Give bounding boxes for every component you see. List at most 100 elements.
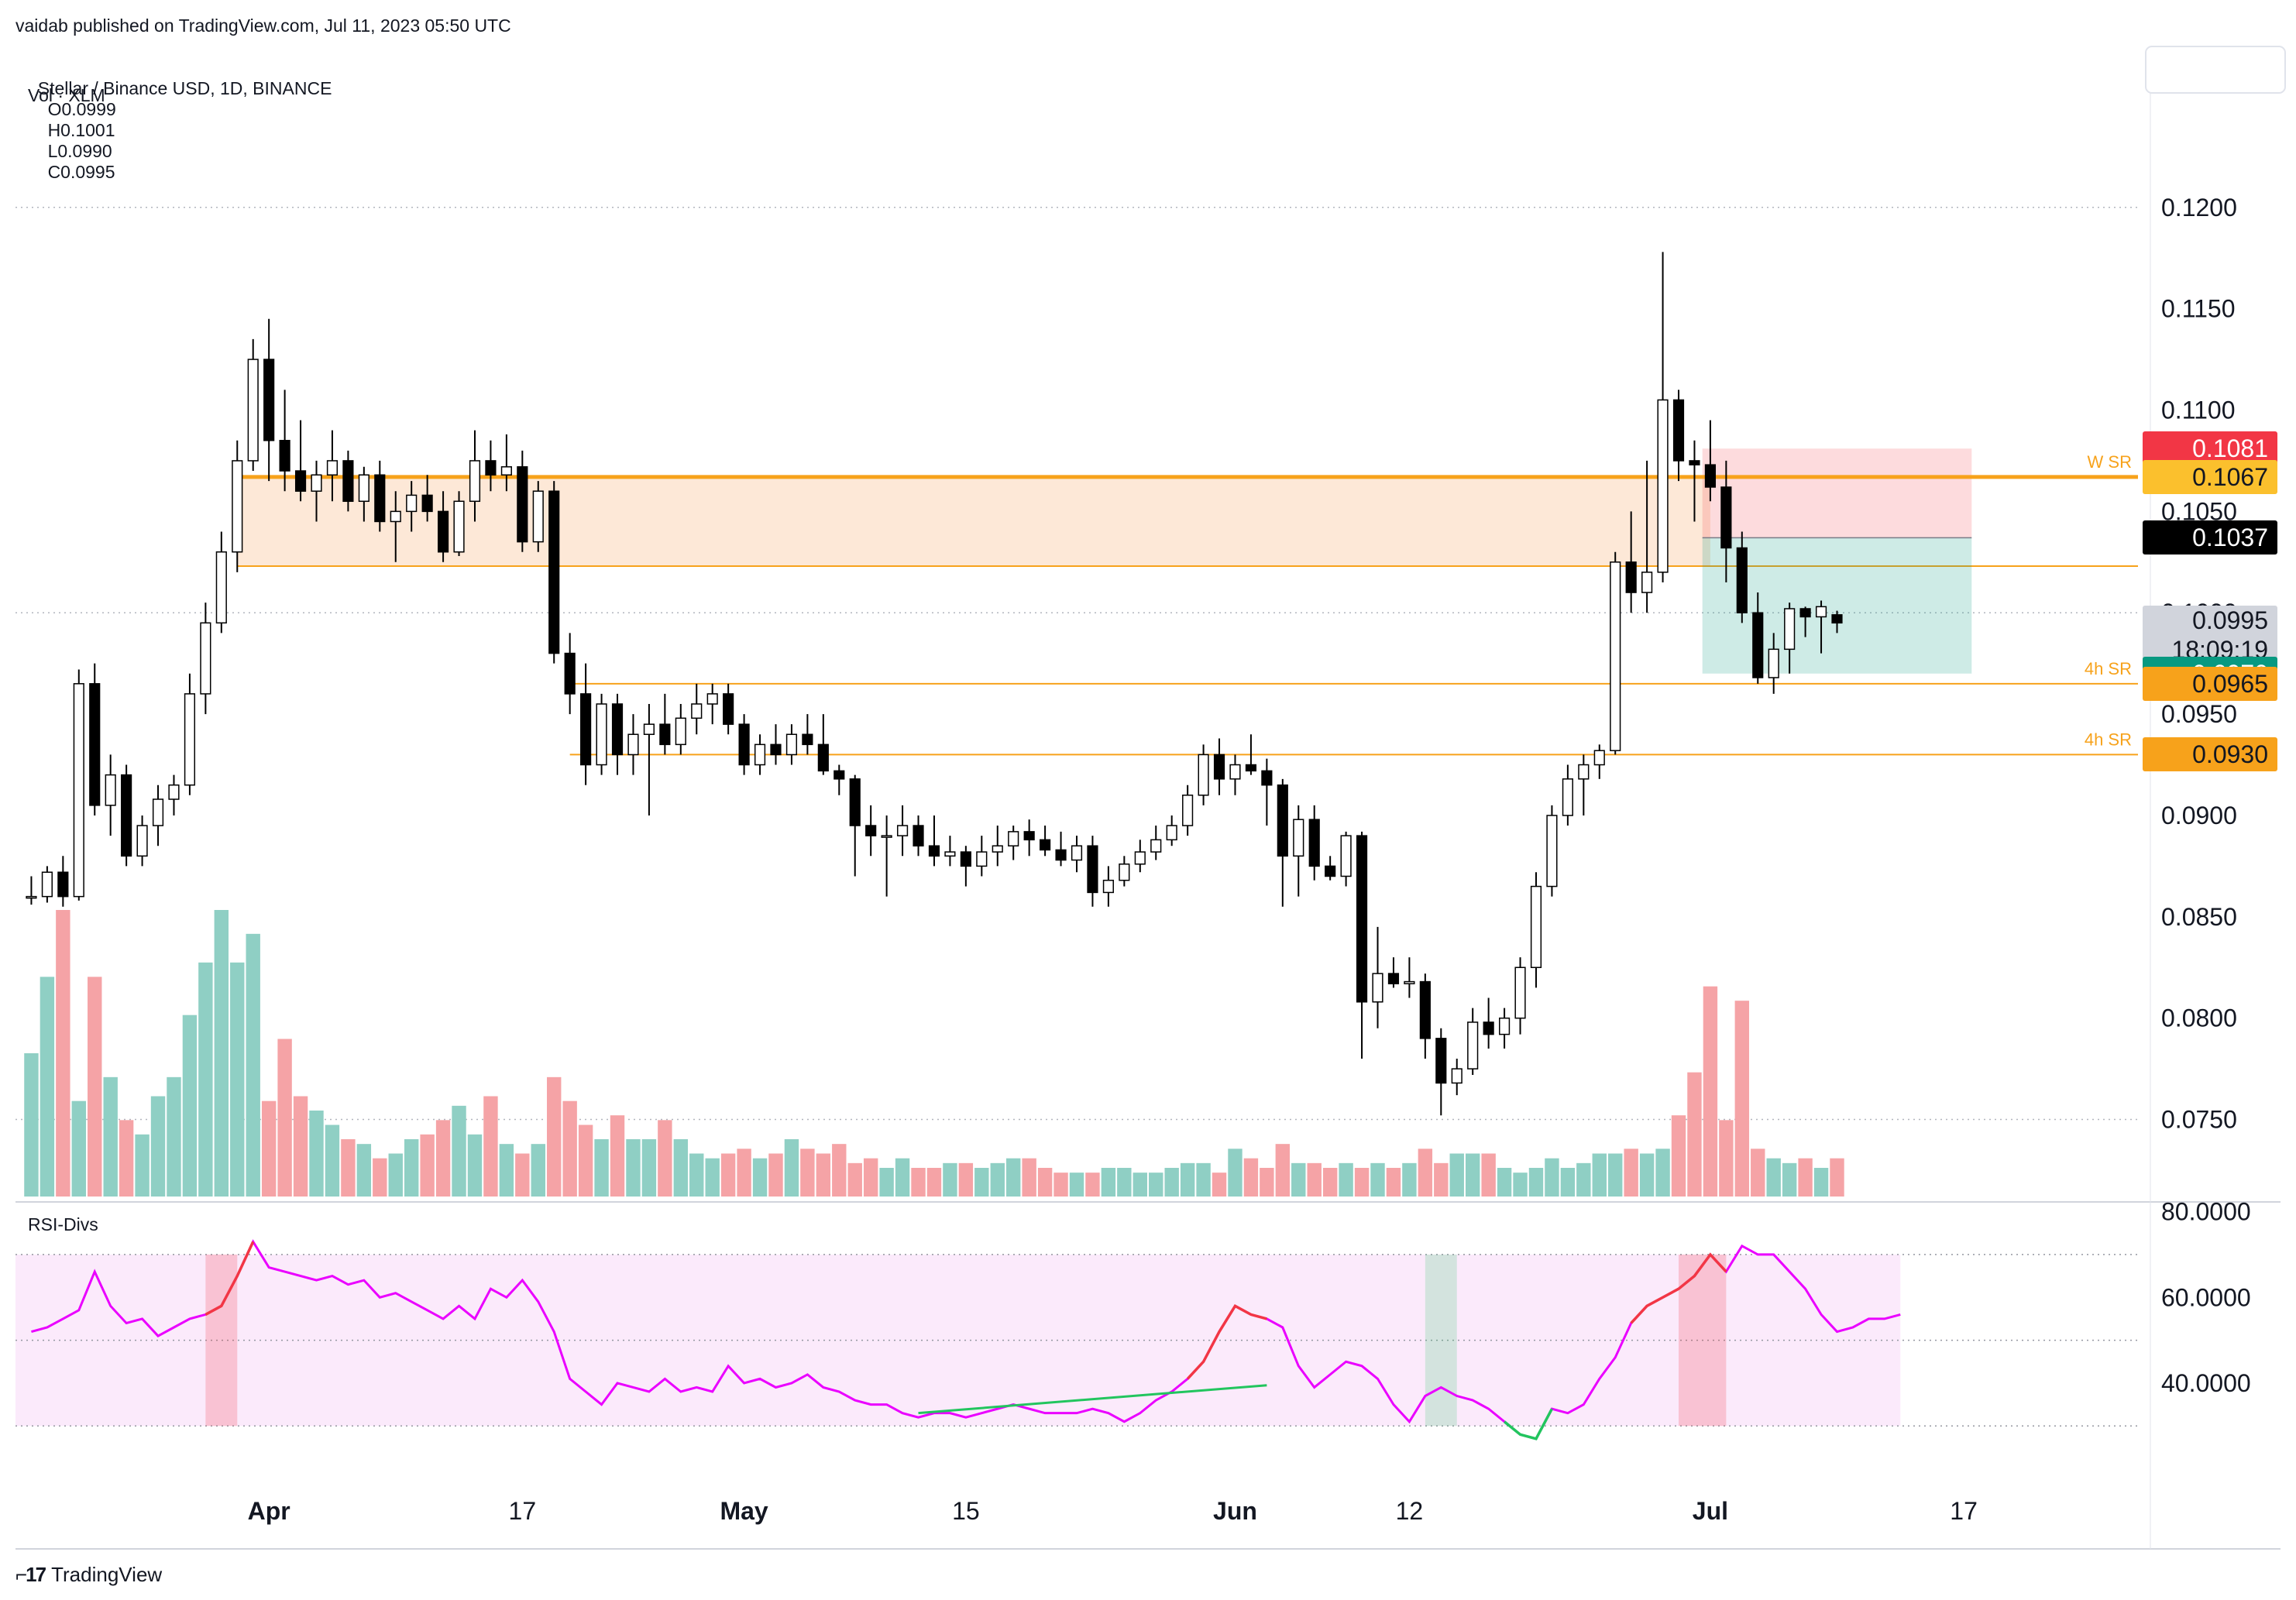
candle-body[interactable] <box>1483 1021 1494 1035</box>
candle-body[interactable] <box>1055 849 1067 861</box>
candle-body[interactable] <box>453 500 465 553</box>
candle-body[interactable] <box>342 460 354 503</box>
candle-body[interactable] <box>184 693 196 786</box>
candle-body[interactable] <box>627 733 639 756</box>
candle-body[interactable] <box>1102 879 1114 894</box>
candle-body[interactable] <box>976 851 988 867</box>
candle-body[interactable] <box>1182 795 1194 826</box>
candle-body[interactable] <box>1040 839 1051 851</box>
tradingview-brand[interactable]: ⌐17 TradingView <box>15 1563 162 1587</box>
candle-body[interactable] <box>564 652 576 695</box>
candle-body[interactable] <box>1435 1038 1447 1084</box>
candle-body[interactable] <box>1657 399 1669 573</box>
candle-body[interactable] <box>1119 864 1130 881</box>
candle-body[interactable] <box>802 733 813 746</box>
candle-body[interactable] <box>279 440 290 472</box>
candle-body[interactable] <box>1293 819 1304 857</box>
candle-body[interactable] <box>421 494 433 513</box>
candle-body[interactable] <box>960 851 971 867</box>
candle-body[interactable] <box>1387 973 1400 984</box>
candle-body[interactable] <box>1134 851 1146 865</box>
candle-body[interactable] <box>913 825 924 846</box>
candle-body[interactable] <box>928 845 940 857</box>
candle-body[interactable] <box>1625 561 1637 593</box>
candle-body[interactable] <box>896 825 909 836</box>
candle-body[interactable] <box>215 551 227 624</box>
candle-body[interactable] <box>548 490 560 654</box>
candle-body[interactable] <box>1325 865 1336 877</box>
candle-body[interactable] <box>247 359 259 462</box>
candle-body[interactable] <box>834 770 845 780</box>
candle-body[interactable] <box>1356 835 1368 1003</box>
candle-body[interactable] <box>611 703 624 756</box>
candle-body[interactable] <box>723 693 734 725</box>
candle-body[interactable] <box>311 474 322 492</box>
candle-body[interactable] <box>1451 1068 1462 1084</box>
candle-body[interactable] <box>1672 399 1685 462</box>
candle-body[interactable] <box>785 733 798 756</box>
candle-body[interactable] <box>1261 770 1273 786</box>
candle-body[interactable] <box>849 778 861 826</box>
candle-body[interactable] <box>1229 764 1241 780</box>
candle-body[interactable] <box>1404 980 1415 984</box>
candle-body[interactable] <box>1419 980 1431 1039</box>
rsi-legend[interactable]: RSI-Divs <box>28 1214 98 1234</box>
candle-body[interactable] <box>485 460 497 476</box>
candle-body[interactable] <box>1593 750 1605 766</box>
volume-legend[interactable]: Vol · XLM <box>28 85 105 105</box>
candle-body[interactable] <box>754 743 766 766</box>
candle-body[interactable] <box>168 784 180 800</box>
candle-body[interactable] <box>706 693 718 705</box>
candle-body[interactable] <box>26 895 37 899</box>
candle-body[interactable] <box>1641 572 1653 593</box>
candle-body[interactable] <box>390 510 401 523</box>
candle-body[interactable] <box>469 460 481 503</box>
candle-body[interactable] <box>1799 608 1811 618</box>
candle-body[interactable] <box>1499 1017 1511 1035</box>
candle-body[interactable] <box>1071 845 1083 861</box>
candle-body[interactable] <box>643 723 655 736</box>
candle-body[interactable] <box>865 825 877 836</box>
candle-body[interactable] <box>57 871 69 898</box>
candle-body[interactable] <box>152 798 164 826</box>
candle-body[interactable] <box>1023 831 1035 841</box>
candle-body[interactable] <box>1530 885 1542 968</box>
candle-body[interactable] <box>517 466 528 543</box>
candle-body[interactable] <box>1704 464 1716 488</box>
candle-body[interactable] <box>1198 754 1209 796</box>
candle-body[interactable] <box>580 693 592 766</box>
candle-body[interactable] <box>1736 547 1748 613</box>
candle-body[interactable] <box>41 871 53 898</box>
candle-body[interactable] <box>770 743 782 756</box>
candle-body[interactable] <box>1815 606 1827 618</box>
candle-body[interactable] <box>596 703 607 766</box>
candle-body[interactable] <box>675 717 686 746</box>
candle-body[interactable] <box>1610 561 1621 751</box>
chart-settings-box[interactable] <box>2145 46 2286 94</box>
candle-body[interactable] <box>200 622 211 695</box>
candle-body[interactable] <box>1752 612 1764 678</box>
candle-body[interactable] <box>500 466 512 476</box>
candle-body[interactable] <box>1372 973 1383 1003</box>
candle-body[interactable] <box>374 474 386 523</box>
candle-body[interactable] <box>738 723 750 766</box>
candle-body[interactable] <box>817 743 829 772</box>
candle-body[interactable] <box>1213 754 1225 780</box>
candle-body[interactable] <box>1150 839 1162 853</box>
candle-body[interactable] <box>1245 764 1257 772</box>
candle-body[interactable] <box>532 490 544 543</box>
candle-body[interactable] <box>1720 486 1732 549</box>
candle-body[interactable] <box>1578 764 1590 780</box>
candle-body[interactable] <box>406 494 418 513</box>
candle-body[interactable] <box>438 510 449 553</box>
candle-body[interactable] <box>89 683 101 806</box>
candle-body[interactable] <box>1768 648 1779 678</box>
candle-body[interactable] <box>881 835 892 838</box>
candle-body[interactable] <box>358 474 369 503</box>
candle-body[interactable] <box>105 774 116 806</box>
candle-body[interactable] <box>73 683 84 898</box>
candle-body[interactable] <box>992 845 1003 853</box>
candle-body[interactable] <box>1546 815 1558 888</box>
candle-body[interactable] <box>121 774 132 857</box>
candle-body[interactable] <box>1562 778 1573 816</box>
